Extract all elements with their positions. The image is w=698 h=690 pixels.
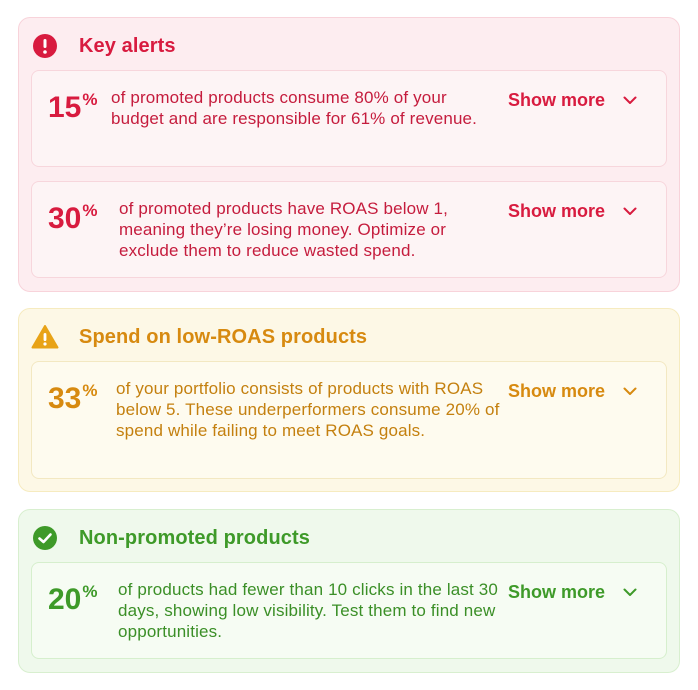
section-title: Key alerts bbox=[79, 34, 176, 57]
non-promoted-header: Non-promoted products bbox=[31, 524, 310, 552]
alert-description: of promoted products have ROAS below 1, … bbox=[119, 199, 449, 260]
alert-card: 15% of promoted products consume 80% of … bbox=[31, 70, 667, 167]
stat-value: 15% bbox=[48, 90, 98, 124]
alert-card: 30% of promoted products have ROAS below… bbox=[31, 181, 667, 278]
stat-value: 20% bbox=[48, 582, 98, 616]
chevron-down-icon bbox=[623, 205, 637, 219]
show-more-button[interactable]: Show more bbox=[508, 381, 637, 402]
show-more-button[interactable]: Show more bbox=[508, 90, 637, 111]
chevron-down-icon bbox=[623, 586, 637, 600]
alert-description: of products had fewer than 10 clicks in … bbox=[118, 580, 498, 641]
show-more-button[interactable]: Show more bbox=[508, 582, 637, 603]
chevron-down-icon bbox=[623, 385, 637, 399]
alert-card: 33% of your portfolio consists of produc… bbox=[31, 361, 667, 479]
section-title: Non-promoted products bbox=[79, 526, 310, 549]
section-title: Spend on low-ROAS products bbox=[79, 325, 368, 348]
key-alerts-section: Key alerts 15% of promoted products cons… bbox=[18, 17, 680, 292]
low-roas-header: Spend on low-ROAS products bbox=[31, 323, 367, 351]
alert-description: of your portfolio consists of products w… bbox=[116, 379, 500, 440]
show-more-button[interactable]: Show more bbox=[508, 201, 637, 222]
stat-value: 30% bbox=[48, 201, 98, 235]
exclamation-circle-icon bbox=[31, 32, 59, 60]
key-alerts-header: Key alerts bbox=[31, 32, 176, 60]
alert-card: 20% of products had fewer than 10 clicks… bbox=[31, 562, 667, 659]
alert-description: of promoted products consume 80% of your… bbox=[111, 88, 478, 128]
stat-value: 33% bbox=[48, 381, 98, 415]
check-circle-icon bbox=[31, 524, 59, 552]
warning-triangle-icon bbox=[31, 323, 59, 351]
low-roas-section: Spend on low-ROAS products 33% of your p… bbox=[18, 308, 680, 492]
chevron-down-icon bbox=[623, 94, 637, 108]
non-promoted-section: Non-promoted products 20% of products ha… bbox=[18, 509, 680, 673]
